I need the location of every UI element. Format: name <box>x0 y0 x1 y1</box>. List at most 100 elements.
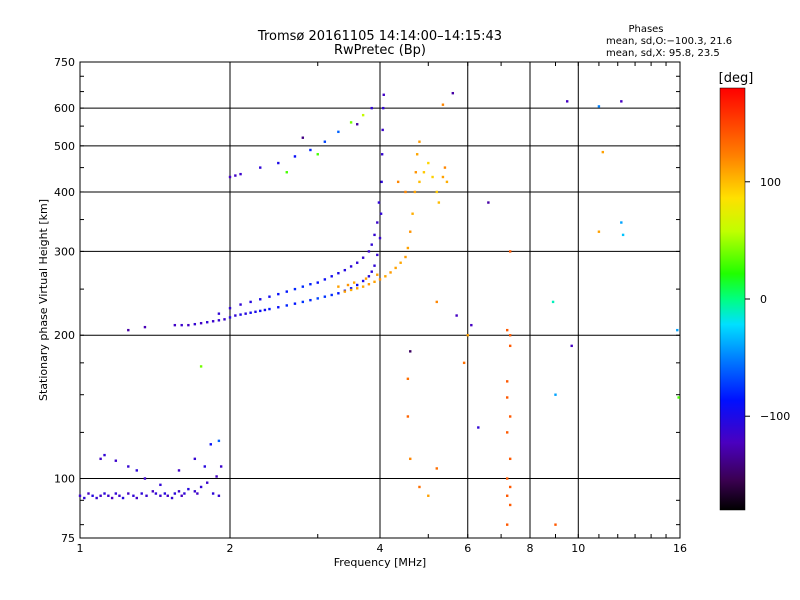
data-point <box>505 494 509 497</box>
data-point <box>382 106 385 110</box>
data-point <box>193 490 197 493</box>
data-point <box>620 100 623 103</box>
data-point <box>601 150 605 154</box>
data-point <box>451 91 455 95</box>
data-point <box>597 105 601 108</box>
data-point <box>268 295 271 298</box>
data-point <box>508 503 512 507</box>
data-point <box>620 221 623 224</box>
x-tick-label: 4 <box>377 542 384 555</box>
data-point <box>505 477 509 480</box>
data-point <box>118 494 121 497</box>
data-point <box>301 300 305 304</box>
data-point <box>406 246 410 250</box>
legend-line-o: mean, sd,O:−100.3, 21.6 <box>606 36 732 47</box>
data-point <box>367 283 371 286</box>
data-point <box>349 288 353 292</box>
data-point <box>323 278 327 281</box>
data-point <box>380 153 384 156</box>
data-point <box>508 457 512 461</box>
colorbar-tick-label: 100 <box>760 176 781 189</box>
data-point <box>437 201 441 204</box>
x-tick-label: 2 <box>227 542 234 555</box>
data-point <box>337 130 340 134</box>
legend-title: Phases <box>628 24 663 35</box>
data-points <box>78 91 680 526</box>
data-point <box>508 344 512 348</box>
data-point <box>217 319 221 322</box>
data-point <box>244 312 247 315</box>
data-point <box>470 323 473 327</box>
y-ticks: 75 100 200 300 400 500 600 750 <box>54 56 680 545</box>
data-point <box>443 166 447 169</box>
data-point <box>151 490 155 493</box>
data-point <box>382 93 385 96</box>
data-point <box>205 481 209 484</box>
data-point <box>199 321 203 325</box>
data-point <box>301 136 305 139</box>
data-point <box>285 171 288 174</box>
data-point <box>217 312 221 315</box>
data-point <box>309 283 312 286</box>
data-point <box>404 190 407 194</box>
x-tick-label: 16 <box>673 542 687 555</box>
data-point <box>219 465 223 468</box>
data-point <box>379 212 383 215</box>
data-point <box>166 494 169 497</box>
data-point <box>343 290 347 293</box>
data-point <box>409 350 412 353</box>
data-point <box>508 485 512 489</box>
data-point <box>234 174 237 177</box>
data-point <box>406 377 410 380</box>
data-point <box>384 275 387 278</box>
data-point <box>239 172 242 176</box>
chart-title: Tromsø 20161105 14:14:00–14:15:43 <box>257 29 502 44</box>
data-point <box>373 264 376 267</box>
data-point <box>234 314 237 317</box>
data-point <box>277 306 280 309</box>
data-point <box>406 415 410 418</box>
data-point <box>373 280 376 283</box>
data-point <box>143 477 147 480</box>
data-point <box>249 311 252 314</box>
data-point <box>376 221 379 224</box>
data-point <box>180 494 183 497</box>
data-point <box>411 212 414 215</box>
data-point <box>337 272 340 275</box>
data-point <box>135 469 138 472</box>
data-point <box>597 230 601 233</box>
data-point <box>378 236 382 240</box>
data-point <box>435 190 438 194</box>
data-point <box>145 494 148 497</box>
data-point <box>211 492 215 495</box>
data-point <box>361 279 365 283</box>
data-point <box>346 283 350 287</box>
data-point <box>135 496 138 500</box>
data-point <box>414 171 418 174</box>
data-point <box>435 467 438 470</box>
data-point <box>380 180 383 184</box>
data-point <box>107 494 110 497</box>
data-point <box>355 261 359 264</box>
data-point <box>159 494 162 497</box>
data-point <box>361 285 365 288</box>
data-point <box>381 128 384 132</box>
data-point <box>621 233 625 237</box>
data-point <box>376 253 379 257</box>
data-point <box>399 261 402 264</box>
x-tick-label: 8 <box>527 542 534 555</box>
x-axis-label: Frequency [MHz] <box>334 556 426 569</box>
data-point <box>462 361 466 365</box>
data-point <box>285 304 288 307</box>
data-point <box>373 233 376 237</box>
y-tick-label: 75 <box>61 532 75 545</box>
data-point <box>132 494 135 497</box>
data-point <box>370 106 373 110</box>
data-point <box>323 140 327 143</box>
data-point <box>259 298 262 301</box>
data-point <box>177 469 181 472</box>
x-tick-label: 10 <box>571 542 585 555</box>
data-point <box>249 300 252 304</box>
data-point <box>431 175 434 179</box>
